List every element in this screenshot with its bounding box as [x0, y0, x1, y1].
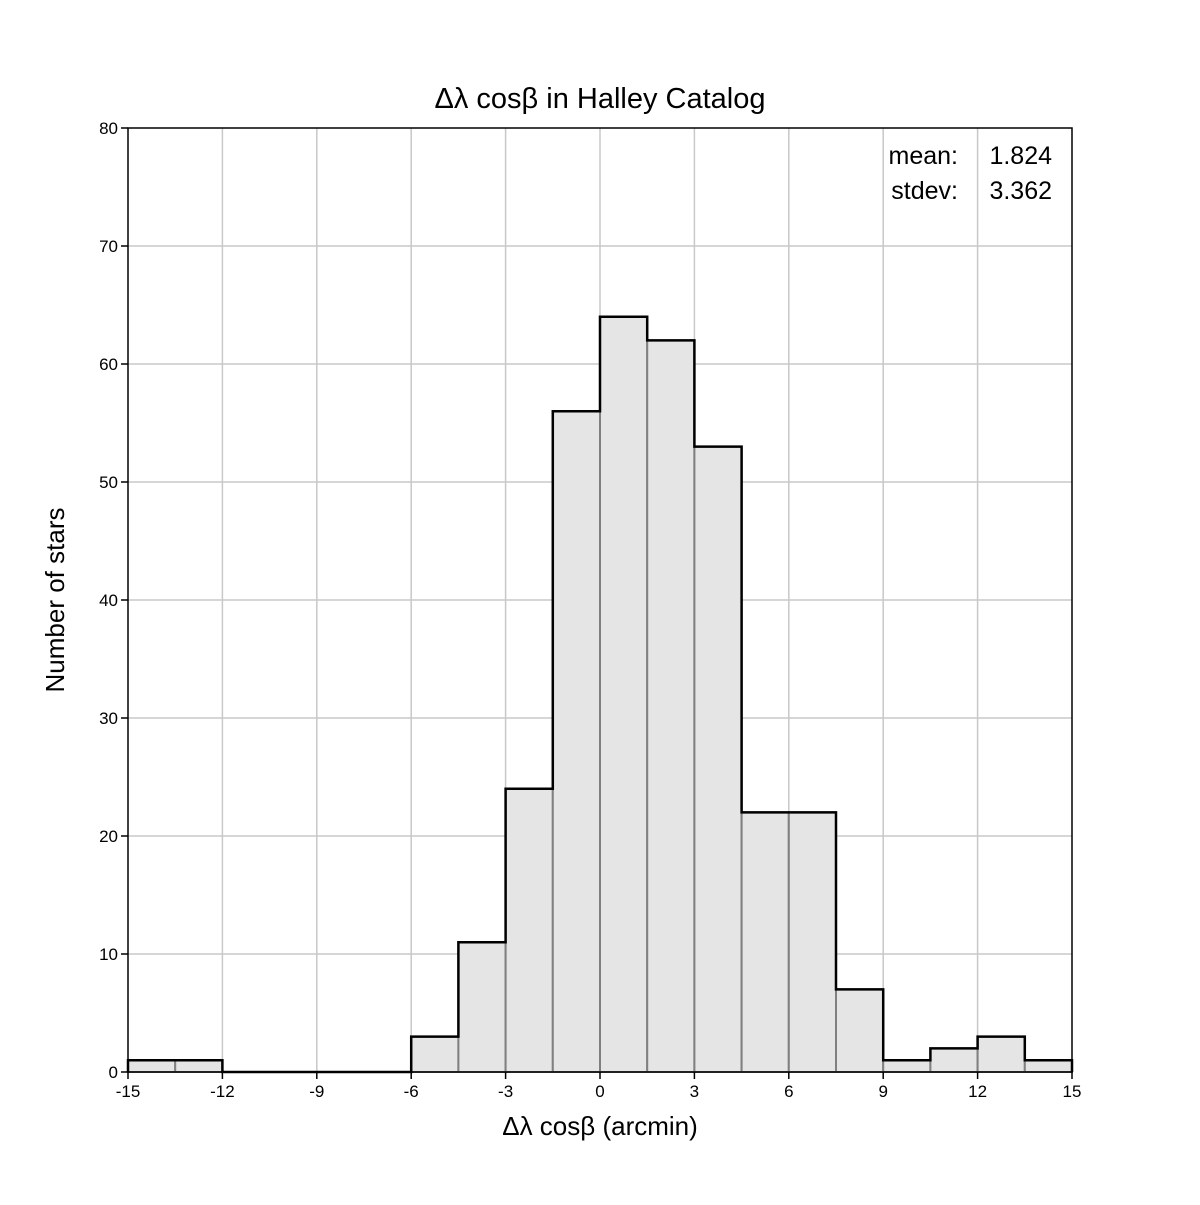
histogram-bar: [740, 811, 790, 1074]
stats-box: mean: 1.824 stdev: 3.362: [889, 142, 1053, 205]
y-tick-label: 10: [99, 945, 118, 964]
x-tick-label: -6: [404, 1082, 419, 1101]
stdev-value: 3.362: [989, 177, 1052, 205]
histogram-bar: [457, 941, 507, 1074]
mean-label: mean:: [889, 142, 958, 170]
y-tick-label: 20: [99, 827, 118, 846]
x-tick-label: -3: [498, 1082, 513, 1101]
mean-value: 1.824: [989, 142, 1052, 170]
x-tick-label: 0: [595, 1082, 604, 1101]
histogram-bar: [504, 787, 554, 1073]
y-tick-label: 80: [99, 119, 118, 138]
y-tick-label: 40: [99, 591, 118, 610]
y-tick-label: 0: [109, 1063, 118, 1082]
x-tick-label: 3: [690, 1082, 699, 1101]
histogram-bar: [787, 811, 837, 1074]
y-tick-label: 30: [99, 709, 118, 728]
ticks-layer: -15 -12 -9 -6 -3 0 3 6 9 12 15 0 10 20 30 40 50 60 70 80: [99, 119, 1081, 1101]
x-tick-label: 15: [1063, 1082, 1082, 1101]
histogram-bar: [882, 1059, 932, 1073]
chart-title: Δλ cosβ in Halley Catalog: [434, 83, 765, 115]
x-tick-label: -12: [210, 1082, 235, 1101]
x-tick-label: 9: [878, 1082, 887, 1101]
histogram-bar: [599, 315, 649, 1073]
histogram-bar: [693, 445, 743, 1074]
x-tick-label: -15: [116, 1082, 141, 1101]
y-tick-label: 60: [99, 355, 118, 374]
histogram-bar: [835, 988, 885, 1074]
x-tick-label: -9: [309, 1082, 324, 1101]
histogram-bar: [410, 1035, 460, 1073]
x-axis-label: Δλ cosβ (arcmin): [502, 1111, 698, 1141]
histogram-bar: [646, 339, 696, 1073]
histogram-bar: [929, 1047, 979, 1074]
x-tick-label: 12: [968, 1082, 987, 1101]
stdev-label: stdev:: [891, 177, 958, 205]
bars-layer: [127, 315, 1074, 1074]
histogram-bar: [127, 1059, 177, 1073]
y-tick-label: 50: [99, 473, 118, 492]
histogram-bar: [1023, 1059, 1074, 1073]
histogram-bar: [174, 1059, 224, 1073]
y-tick-label: 70: [99, 237, 118, 256]
histogram-bar: [551, 410, 601, 1073]
y-axis-label: Number of stars: [40, 508, 70, 693]
histogram-bar: [976, 1035, 1026, 1073]
x-tick-label: 6: [784, 1082, 793, 1101]
